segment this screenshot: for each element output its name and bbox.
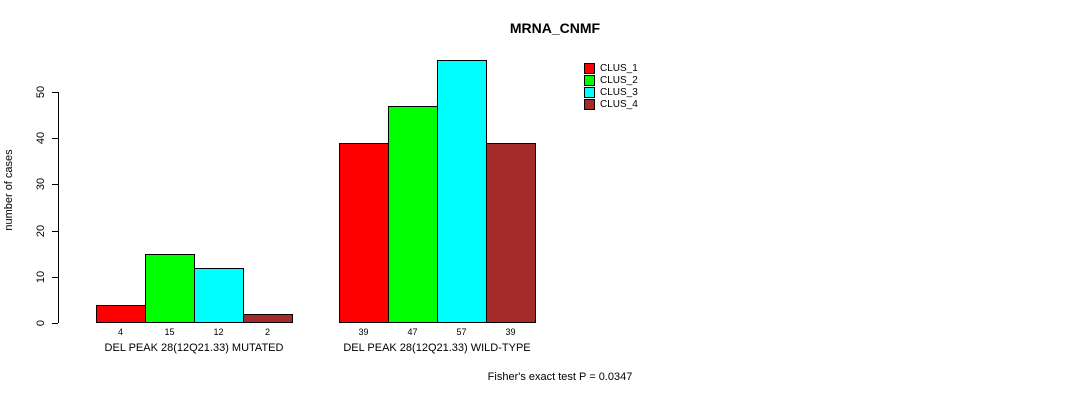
legend-label: CLUS_3 [600, 86, 638, 98]
chart-title: MRNA_CNMF [509, 20, 601, 36]
legend-swatch [584, 86, 595, 98]
y-axis-tick [52, 138, 58, 140]
bar-value-label: 15 [164, 327, 175, 337]
legend-item-clus_1: CLUS_1 [584, 62, 638, 74]
legend-item-clus_4: CLUS_4 [584, 98, 638, 110]
bar-value-label: 39 [358, 327, 369, 337]
legend-swatch [584, 74, 595, 86]
bar-clus_4 [243, 313, 293, 323]
legend-item-clus_3: CLUS_3 [584, 86, 638, 98]
legend-swatch [584, 98, 595, 110]
bar-clus_1 [96, 304, 146, 323]
y-axis-tick [52, 92, 58, 93]
y-axis-tick [52, 184, 58, 186]
bar-value-label: 57 [456, 327, 467, 337]
bar-value-label: 2 [264, 327, 271, 337]
bar-value-label: 47 [407, 327, 418, 337]
legend-label: CLUS_2 [600, 74, 638, 86]
legend-swatch [584, 62, 595, 74]
y-axis-tick-label: 20 [35, 224, 47, 237]
bar-value-label: 12 [213, 327, 224, 337]
bar-clus_4 [486, 142, 536, 323]
x-axis-group-label: DEL PEAK 28(12Q21.33) MUTATED [104, 342, 284, 354]
x-axis-group-label: DEL PEAK 28(12Q21.33) WILD-TYPE [343, 342, 531, 354]
y-axis-tick-label: 40 [35, 132, 47, 145]
y-axis-label: number of cases [3, 149, 15, 231]
legend-item-clus_2: CLUS_2 [584, 74, 638, 86]
bar-value-label: 39 [505, 327, 516, 337]
legend: CLUS_1 CLUS_2 CLUS_3 CLUS_4 [584, 62, 638, 110]
y-axis-tick-label: 0 [35, 319, 47, 327]
bar-clus_3 [194, 267, 244, 323]
bar-value-label: 4 [117, 327, 124, 337]
y-axis-tick [52, 276, 58, 278]
legend-label: CLUS_1 [600, 62, 638, 74]
bar-clus_1 [339, 142, 389, 323]
y-axis-line [58, 92, 59, 323]
bar-clus_2 [145, 253, 195, 323]
y-axis-tick-label: 30 [35, 178, 47, 191]
y-axis-tick [52, 230, 58, 232]
legend-label: CLUS_4 [600, 98, 638, 110]
y-axis-tick-label: 10 [35, 270, 47, 283]
footnote-fisher-test: Fisher's exact test P = 0.0347 [487, 371, 633, 383]
y-axis-tick-label: 50 [35, 85, 47, 99]
bar-clus_2 [388, 105, 438, 323]
bar-clus_3 [437, 59, 487, 323]
y-axis-tick [52, 323, 58, 324]
